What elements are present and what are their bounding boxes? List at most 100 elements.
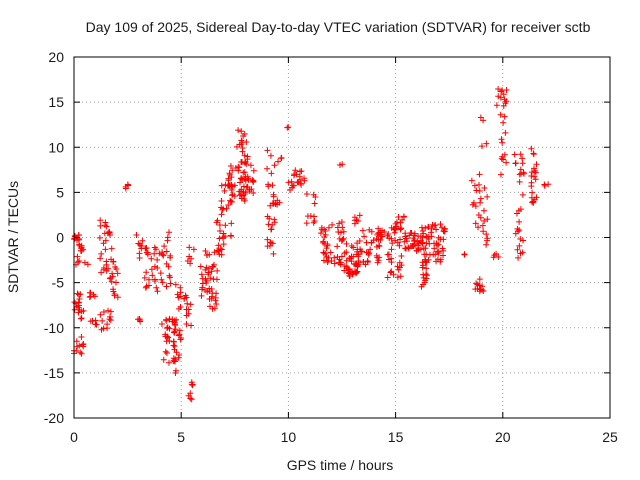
data-point	[238, 128, 245, 135]
data-point	[78, 350, 85, 357]
data-point	[241, 130, 248, 137]
data-point	[271, 216, 278, 223]
data-point	[112, 263, 119, 270]
data-point	[356, 238, 363, 245]
data-point	[250, 167, 257, 174]
data-point	[187, 395, 194, 402]
data-point	[370, 237, 377, 244]
data-point	[78, 242, 85, 249]
data-point	[250, 190, 257, 197]
data-point	[363, 239, 370, 246]
data-point	[278, 154, 285, 161]
data-point	[185, 310, 192, 317]
data-point	[158, 276, 165, 283]
data-point	[203, 264, 210, 271]
data-point	[199, 286, 206, 293]
data-point	[159, 251, 166, 258]
data-point	[397, 273, 404, 280]
data-point	[422, 258, 429, 265]
data-point	[327, 249, 334, 256]
data-point	[197, 263, 204, 270]
data-point	[176, 331, 183, 338]
data-point	[310, 191, 317, 198]
data-point	[329, 221, 336, 228]
data-point	[93, 321, 100, 328]
data-point	[431, 245, 438, 252]
data-point	[170, 338, 177, 345]
data-point	[202, 276, 209, 283]
data-point	[149, 272, 156, 279]
data-point	[519, 191, 526, 198]
data-point	[411, 230, 418, 237]
data-point	[266, 215, 273, 222]
data-point	[483, 140, 490, 147]
data-point	[109, 270, 116, 277]
data-point	[167, 280, 174, 287]
data-point	[331, 254, 338, 261]
data-point	[271, 162, 278, 169]
data-point	[172, 358, 179, 365]
data-point	[212, 297, 219, 304]
data-point	[477, 214, 484, 221]
data-point	[245, 176, 252, 183]
data-point	[240, 183, 247, 190]
data-point	[499, 139, 506, 146]
data-point	[186, 244, 193, 251]
data-point	[242, 177, 249, 184]
data-point	[425, 235, 432, 242]
data-point	[323, 245, 330, 252]
data-point	[514, 246, 521, 253]
data-point	[175, 305, 182, 312]
data-point	[182, 292, 189, 299]
data-point	[480, 228, 487, 235]
x-axis-label: GPS time / hours	[287, 457, 394, 473]
chart-title: Day 109 of 2025, Sidereal Day-to-day VTE…	[86, 19, 591, 35]
data-point	[217, 228, 224, 235]
data-point	[501, 151, 508, 158]
data-point	[114, 270, 121, 277]
data-point	[481, 218, 488, 225]
data-point	[400, 213, 407, 220]
data-point	[190, 246, 197, 253]
data-point	[294, 179, 301, 186]
data-point	[218, 211, 225, 218]
data-point	[163, 283, 170, 290]
data-point	[151, 263, 158, 270]
data-point	[516, 178, 523, 185]
data-point	[431, 240, 438, 247]
data-point	[528, 179, 535, 186]
data-point	[415, 246, 422, 253]
data-point	[74, 253, 81, 260]
data-point	[292, 167, 299, 174]
data-point	[225, 202, 232, 209]
data-point	[288, 178, 295, 185]
data-point	[139, 237, 146, 244]
data-point	[152, 278, 159, 285]
data-point	[531, 173, 538, 180]
data-point	[398, 262, 405, 269]
data-point	[500, 119, 507, 126]
data-point	[490, 254, 497, 261]
data-point	[237, 179, 244, 186]
data-point	[395, 266, 402, 273]
data-point	[225, 175, 232, 182]
data-point	[348, 242, 355, 249]
data-point	[226, 171, 233, 178]
data-point	[423, 272, 430, 279]
data-point	[98, 250, 105, 257]
data-point	[365, 249, 372, 256]
data-point	[503, 98, 510, 105]
data-point	[91, 293, 98, 300]
data-point	[322, 228, 329, 235]
data-point	[198, 292, 205, 299]
data-point	[440, 228, 447, 235]
y-axis-label: SDTVAR / TECUs	[5, 181, 21, 293]
data-point	[239, 176, 246, 183]
axis-ticks: 0 5 10 15 20 25 -20 -15 -10 -5 0 5 10 15 20	[44, 49, 618, 445]
data-point	[476, 171, 483, 178]
data-point	[143, 269, 150, 276]
y-tick-label: -15	[44, 365, 64, 381]
data-point	[512, 160, 519, 167]
data-point	[89, 317, 96, 324]
data-point	[163, 333, 170, 340]
